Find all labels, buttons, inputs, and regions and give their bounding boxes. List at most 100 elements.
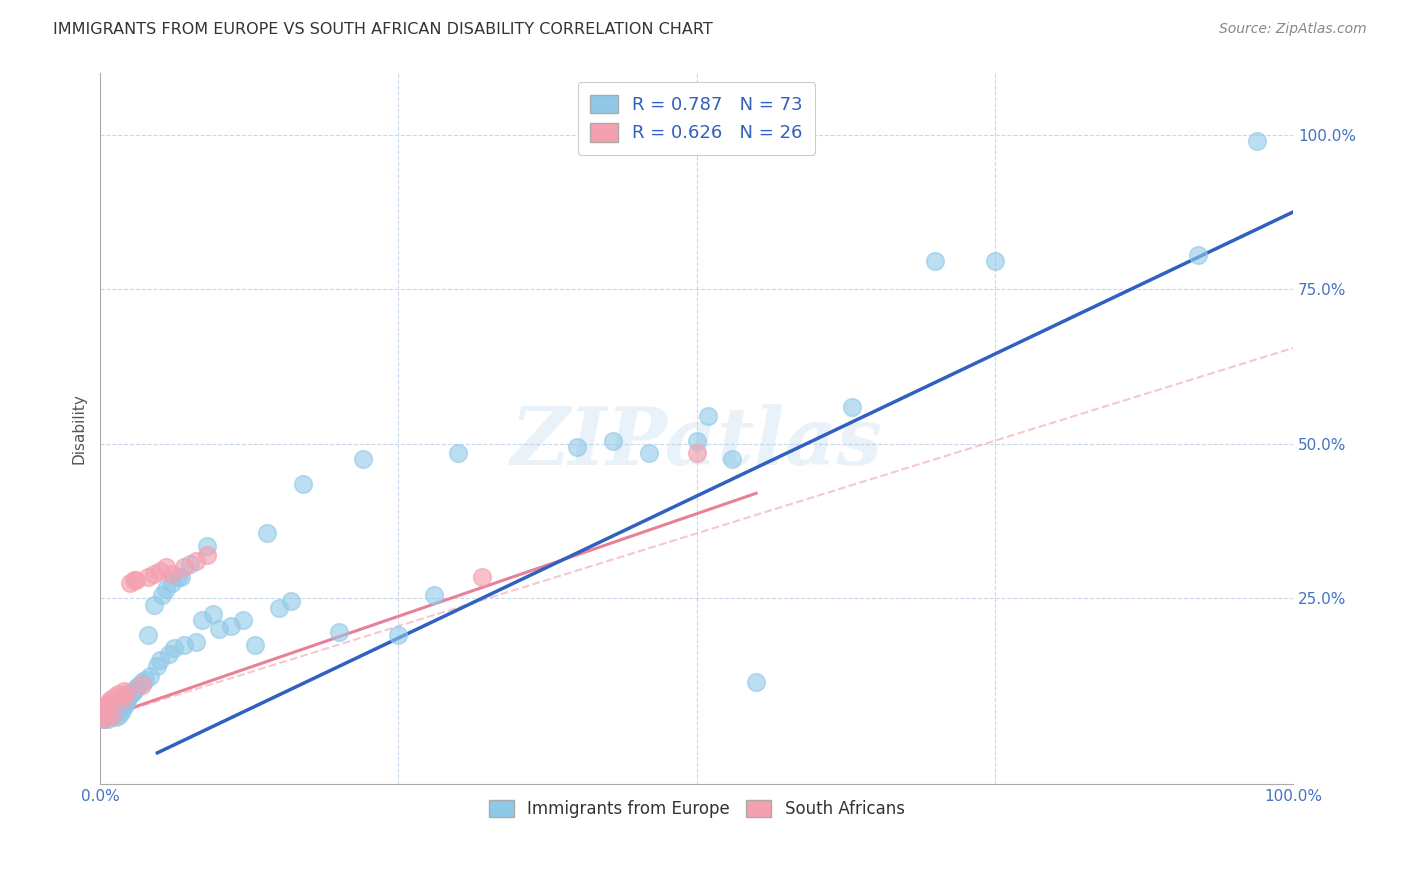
Point: [97, 712, 120, 726]
Point: [184, 554, 207, 568]
Point: [94, 708, 117, 723]
Point: [101, 708, 124, 723]
Point: [232, 613, 254, 627]
Point: [118, 575, 141, 590]
Point: [924, 254, 946, 268]
Point: [112, 690, 135, 705]
Point: [131, 674, 153, 689]
Point: [104, 710, 127, 724]
Point: [97, 697, 120, 711]
Point: [122, 573, 145, 587]
Point: [115, 687, 138, 701]
Point: [190, 613, 212, 627]
Point: [139, 668, 162, 682]
Point: [125, 573, 148, 587]
Point: [112, 684, 135, 698]
Point: [105, 701, 128, 715]
Point: [170, 570, 193, 584]
Point: [118, 687, 141, 701]
Point: [291, 477, 314, 491]
Point: [221, 619, 243, 633]
Point: [96, 702, 118, 716]
Point: [142, 598, 165, 612]
Point: [202, 607, 225, 621]
Point: [103, 690, 125, 705]
Point: [94, 710, 117, 724]
Point: [245, 638, 267, 652]
Point: [163, 640, 186, 655]
Point: [122, 684, 145, 698]
Point: [142, 566, 165, 581]
Text: Source: ZipAtlas.com: Source: ZipAtlas.com: [1219, 22, 1367, 37]
Point: [256, 526, 278, 541]
Point: [745, 674, 768, 689]
Point: [94, 708, 117, 723]
Point: [134, 673, 156, 687]
Point: [280, 594, 302, 608]
Point: [110, 693, 132, 707]
Point: [1246, 134, 1268, 148]
Point: [101, 708, 124, 723]
Point: [110, 693, 132, 707]
Point: [155, 582, 177, 596]
Point: [150, 588, 173, 602]
Point: [447, 446, 470, 460]
Point: [197, 548, 219, 562]
Point: [184, 634, 207, 648]
Point: [115, 695, 138, 709]
Point: [103, 699, 125, 714]
Point: [160, 575, 183, 590]
Point: [155, 560, 177, 574]
Point: [721, 452, 744, 467]
Y-axis label: Disability: Disability: [72, 392, 86, 464]
Text: ZIPatlas: ZIPatlas: [510, 404, 883, 482]
Point: [136, 628, 159, 642]
Point: [697, 409, 720, 423]
Point: [110, 704, 132, 718]
Point: [637, 446, 659, 460]
Point: [131, 678, 153, 692]
Text: IMMIGRANTS FROM EUROPE VS SOUTH AFRICAN DISABILITY CORRELATION CHART: IMMIGRANTS FROM EUROPE VS SOUTH AFRICAN …: [53, 22, 713, 37]
Point: [685, 446, 707, 460]
Point: [118, 689, 141, 703]
Point: [125, 681, 148, 695]
Point: [146, 659, 169, 673]
Point: [114, 698, 136, 712]
Point: [93, 712, 115, 726]
Point: [471, 570, 494, 584]
Point: [1187, 248, 1209, 262]
Point: [160, 566, 183, 581]
Point: [567, 440, 589, 454]
Point: [121, 686, 143, 700]
Point: [685, 434, 707, 448]
Point: [117, 691, 139, 706]
Point: [602, 434, 624, 448]
Point: [98, 706, 121, 720]
Point: [157, 647, 180, 661]
Point: [423, 588, 446, 602]
Point: [841, 400, 863, 414]
Point: [149, 564, 172, 578]
Point: [93, 712, 115, 726]
Point: [107, 697, 129, 711]
Point: [208, 622, 231, 636]
Point: [96, 707, 118, 722]
Point: [166, 570, 188, 584]
Point: [107, 687, 129, 701]
Point: [173, 638, 195, 652]
Point: [111, 699, 134, 714]
Point: [387, 628, 409, 642]
Point: [267, 600, 290, 615]
Point: [98, 693, 121, 707]
Point: [352, 452, 374, 467]
Point: [120, 685, 142, 699]
Point: [984, 254, 1007, 268]
Point: [103, 704, 125, 718]
Legend: Immigrants from Europe, South Africans: Immigrants from Europe, South Africans: [482, 794, 911, 825]
Point: [108, 707, 131, 722]
Point: [136, 570, 159, 584]
Point: [100, 702, 122, 716]
Point: [127, 679, 149, 693]
Point: [149, 653, 172, 667]
Point: [197, 539, 219, 553]
